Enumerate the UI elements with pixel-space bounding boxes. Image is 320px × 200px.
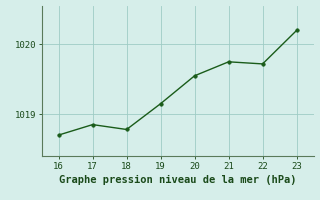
X-axis label: Graphe pression niveau de la mer (hPa): Graphe pression niveau de la mer (hPa) bbox=[59, 175, 296, 185]
